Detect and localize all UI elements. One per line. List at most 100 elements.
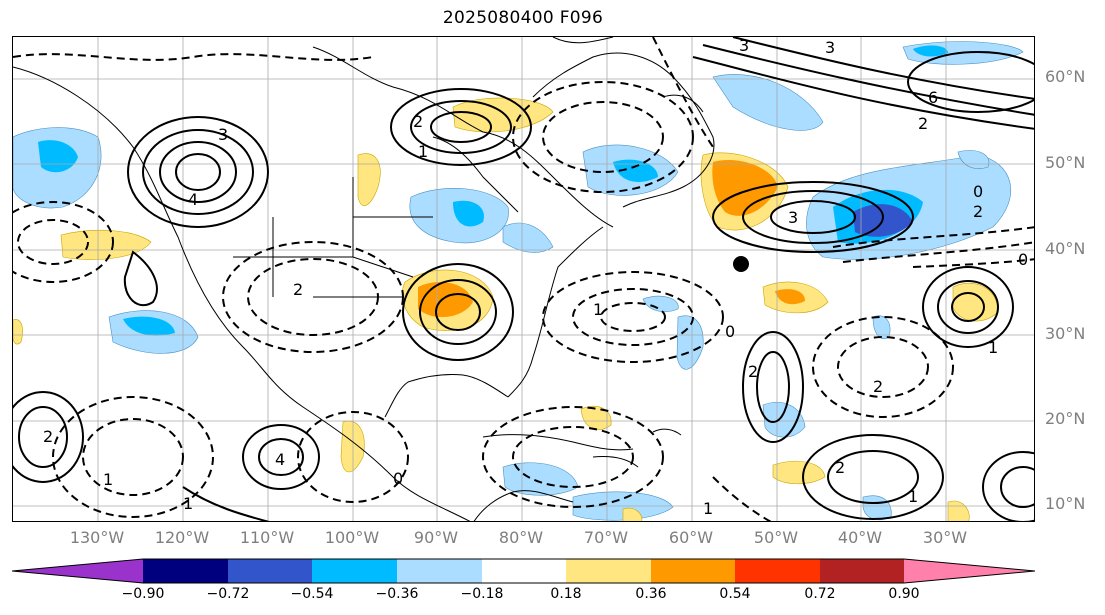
lat-label-10n: 10°N <box>1045 494 1086 513</box>
lon-label-80w: 80°W <box>498 528 544 547</box>
lat-label-50n: 50°N <box>1045 153 1086 172</box>
colorbar-tick: −0.72 <box>206 586 250 602</box>
coastlines <box>13 37 715 521</box>
map-canvas: 3 3 6 2 3 4 2 1 0 2 3 0 2 0 1 2 2 1 2 1 … <box>13 37 1034 521</box>
lon-label-90w: 90°W <box>413 528 459 547</box>
colorbar-svg <box>11 558 1036 584</box>
colorbar-tick: −0.36 <box>375 586 419 602</box>
lon-label-130w: 130°W <box>69 528 125 547</box>
shade-positive <box>712 159 778 216</box>
shade-negative <box>453 200 484 227</box>
colorbar-segment <box>735 559 820 583</box>
shade-negative <box>762 401 806 438</box>
contour-label: 0 <box>725 322 735 341</box>
colorbar-segment <box>228 559 312 583</box>
lon-label-120w: 120°W <box>154 528 210 547</box>
shade-positive <box>775 289 805 305</box>
contour-label: 1 <box>703 499 713 518</box>
colorbar-tick: 0.54 <box>719 586 751 602</box>
shade-positive <box>952 282 999 322</box>
lon-label-30w: 30°W <box>922 528 968 547</box>
shade-positive <box>60 229 152 260</box>
colorbar-tick: 0.90 <box>888 586 920 602</box>
contour-label: 0 <box>393 469 403 488</box>
lat-label-30n: 30°N <box>1045 324 1086 343</box>
contour-label: 3 <box>218 125 228 144</box>
contour-label: 2 <box>748 362 758 381</box>
contour-label: 1 <box>593 300 603 319</box>
colorbar-segment <box>651 559 735 583</box>
contour-label: 3 <box>739 37 749 55</box>
contour-label: 4 <box>275 450 285 469</box>
lon-label-50w: 50°W <box>753 528 799 547</box>
colorbar-segment <box>397 559 482 583</box>
lat-label-60n: 60°N <box>1045 67 1086 86</box>
colorbar-tick: 0.72 <box>804 586 836 602</box>
shading-layer <box>13 41 1024 521</box>
contour-label: 1 <box>183 494 193 513</box>
shade-positive <box>452 97 554 133</box>
shade-negative <box>613 159 658 182</box>
lon-label-100w: 100°W <box>324 528 380 547</box>
lon-label-110w: 110°W <box>239 528 295 547</box>
contour-label: 1 <box>103 470 113 489</box>
lat-label-40n: 40°N <box>1045 239 1086 258</box>
colorbar-tick: 0.36 <box>635 586 667 602</box>
contour-label: 2 <box>293 280 303 299</box>
shade-positive <box>13 319 23 345</box>
colorbar-segment <box>143 559 228 583</box>
lon-label-60w: 60°W <box>668 528 714 547</box>
contour-label: 2 <box>918 114 928 133</box>
colorbar-tick: −0.18 <box>460 586 504 602</box>
lat-label-20n: 20°N <box>1045 409 1086 428</box>
shade-negative <box>913 45 948 57</box>
contour-label: 6 <box>928 88 938 107</box>
shade-positive <box>340 420 365 473</box>
colorbar-tick: 0.18 <box>550 586 582 602</box>
contour-labels: 3 3 6 2 3 4 2 1 0 2 3 0 2 0 1 2 2 1 2 1 … <box>43 37 1028 518</box>
location-marker[interactable] <box>733 256 749 272</box>
contour-label: 1 <box>908 487 918 506</box>
colorbar-tick: −0.54 <box>290 586 334 602</box>
contour-label: 3 <box>788 208 798 227</box>
shade-positive <box>357 153 381 207</box>
shade-positive <box>418 282 473 318</box>
contour-label: 2 <box>43 427 53 446</box>
contour-label: 1 <box>988 338 998 357</box>
colorbar-segment <box>820 559 904 583</box>
shade-positive <box>947 500 970 521</box>
colorbar-segments <box>11 558 1036 584</box>
shade-negative <box>712 74 824 131</box>
shade-negative <box>676 315 704 370</box>
colorbar <box>11 558 1036 588</box>
shade-negative <box>123 316 175 336</box>
colorbar-tick: −0.90 <box>121 586 165 602</box>
shade-negative <box>502 222 554 253</box>
colorbar-segment <box>566 559 651 583</box>
shade-negative <box>862 495 892 520</box>
map-panel: 3 3 6 2 3 4 2 1 0 2 3 0 2 0 1 2 2 1 2 1 … <box>12 36 1035 522</box>
contour-label: 2 <box>973 202 983 221</box>
shade-positive <box>772 460 826 485</box>
contour-label: 2 <box>873 377 883 396</box>
contours-positive <box>13 37 1034 521</box>
contour-label: 0 <box>1018 250 1028 269</box>
contour-label: 2 <box>835 458 845 477</box>
shade-negative <box>502 462 579 496</box>
map-title: 2025080400 F096 <box>442 8 604 28</box>
contour-label: 0 <box>973 182 983 201</box>
contour-label: 3 <box>825 38 835 57</box>
contour-label: 1 <box>418 142 428 161</box>
contour-label: 2 <box>413 112 423 131</box>
contours-negative <box>13 37 1034 521</box>
colorbar-segment <box>12 559 143 583</box>
shade-negative <box>642 295 679 312</box>
contour-label: 4 <box>188 190 198 209</box>
lon-label-40w: 40°W <box>837 528 883 547</box>
shade-positive <box>622 507 643 521</box>
colorbar-segment <box>482 559 566 583</box>
lon-label-70w: 70°W <box>583 528 629 547</box>
colorbar-segment <box>904 559 1035 583</box>
shade-positive <box>580 405 612 430</box>
colorbar-segment <box>312 559 397 583</box>
